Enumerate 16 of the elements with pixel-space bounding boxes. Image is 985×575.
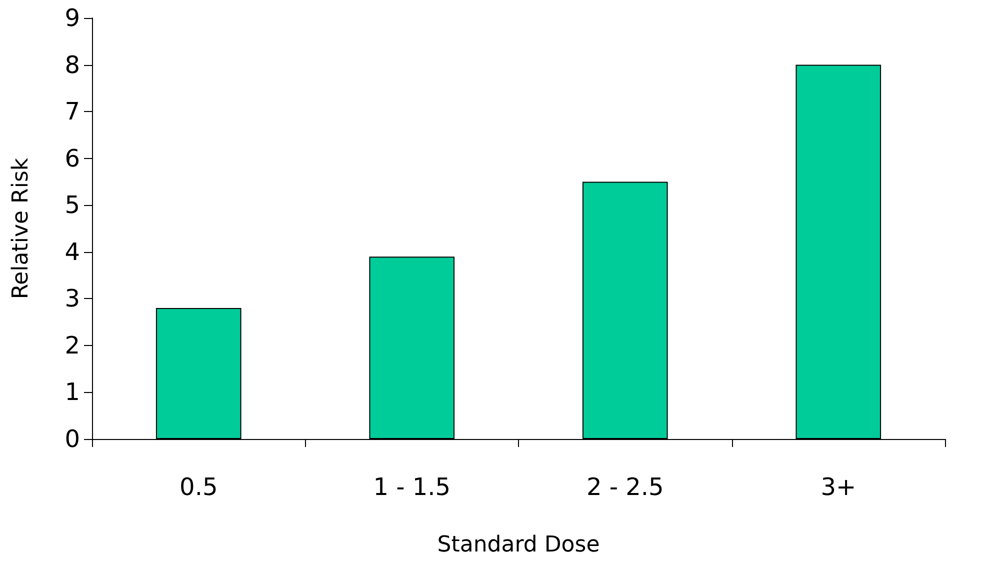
y-tick-label: 7 — [64, 98, 80, 126]
y-tick-label: 9 — [64, 4, 80, 32]
y-axis-title: Relative Risk — [8, 158, 34, 300]
x-tick-label: 2 - 2.5 — [586, 473, 664, 501]
y-tick-label: 8 — [64, 50, 80, 79]
y-tick-label: 0 — [64, 425, 80, 453]
y-tick-label: 2 — [64, 331, 80, 360]
x-axis-title: Standard Dose — [437, 532, 600, 558]
y-tick-label: 4 — [64, 238, 80, 266]
x-tick-label: 1 - 1.5 — [373, 473, 451, 501]
x-tick-label: 3+ — [820, 473, 856, 501]
y-tick-label: 3 — [64, 284, 80, 313]
y-tick-label: 6 — [64, 144, 80, 172]
x-tick-label: 0.5 — [180, 473, 218, 501]
y-tick-label: 1 — [64, 378, 80, 406]
y-tick-label: 5 — [64, 191, 80, 220]
